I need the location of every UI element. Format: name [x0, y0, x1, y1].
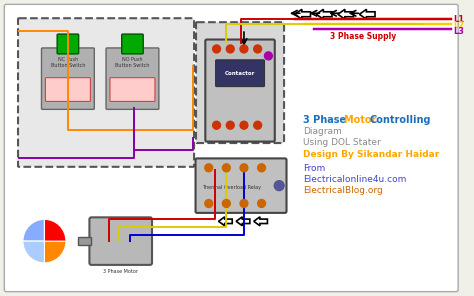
FancyArrow shape: [219, 217, 232, 226]
FancyBboxPatch shape: [216, 60, 264, 87]
Wedge shape: [23, 241, 45, 263]
Circle shape: [227, 45, 234, 53]
Text: Design By Sikandar Haidar: Design By Sikandar Haidar: [302, 150, 439, 159]
FancyBboxPatch shape: [106, 48, 159, 109]
Circle shape: [213, 45, 220, 53]
Circle shape: [222, 200, 230, 207]
FancyBboxPatch shape: [46, 78, 91, 102]
Text: Controlling: Controlling: [369, 115, 431, 125]
FancyBboxPatch shape: [205, 40, 275, 141]
FancyBboxPatch shape: [122, 34, 143, 54]
Text: NO Push
Button Switch: NO Push Button Switch: [115, 57, 150, 68]
Text: L1: L1: [453, 15, 465, 24]
Text: Using DOL Stater: Using DOL Stater: [302, 138, 381, 147]
Text: Electricalonline4u.com: Electricalonline4u.com: [302, 175, 406, 184]
FancyArrow shape: [295, 9, 310, 19]
FancyArrow shape: [254, 217, 267, 226]
Text: Motor: Motor: [344, 115, 380, 125]
Text: ElectricalBlog.org: ElectricalBlog.org: [302, 186, 383, 195]
Circle shape: [222, 164, 230, 172]
Text: L3: L3: [453, 27, 464, 36]
Text: Contactor: Contactor: [225, 71, 255, 76]
Wedge shape: [23, 241, 45, 263]
Circle shape: [213, 121, 220, 129]
Circle shape: [240, 164, 248, 172]
FancyBboxPatch shape: [196, 158, 286, 213]
FancyBboxPatch shape: [57, 34, 79, 54]
Text: From: From: [302, 164, 325, 173]
FancyBboxPatch shape: [4, 4, 458, 292]
FancyBboxPatch shape: [42, 48, 94, 109]
Wedge shape: [23, 219, 45, 241]
Circle shape: [240, 121, 248, 129]
FancyArrow shape: [359, 9, 375, 19]
Circle shape: [254, 45, 262, 53]
FancyArrow shape: [236, 217, 250, 226]
FancyBboxPatch shape: [90, 217, 152, 265]
FancyArrow shape: [316, 9, 332, 19]
Text: Thermal Overload Relay: Thermal Overload Relay: [202, 185, 261, 190]
Circle shape: [205, 164, 213, 172]
Text: L2: L2: [453, 21, 465, 30]
Circle shape: [254, 121, 262, 129]
Circle shape: [205, 200, 213, 207]
FancyArrow shape: [338, 9, 354, 19]
Text: 3 Phase Motor: 3 Phase Motor: [103, 269, 138, 274]
Wedge shape: [45, 241, 66, 263]
Circle shape: [258, 164, 265, 172]
Wedge shape: [45, 219, 66, 241]
Circle shape: [274, 181, 284, 191]
Circle shape: [227, 121, 234, 129]
Text: Diagram: Diagram: [302, 127, 341, 136]
Bar: [78, 237, 91, 245]
Text: 3 Phase Supply: 3 Phase Supply: [330, 32, 396, 41]
FancyBboxPatch shape: [196, 22, 284, 143]
Circle shape: [264, 52, 273, 60]
Text: NC Push
Button Switch: NC Push Button Switch: [51, 57, 85, 68]
FancyBboxPatch shape: [110, 78, 155, 102]
FancyBboxPatch shape: [18, 18, 194, 167]
Circle shape: [240, 45, 248, 53]
Circle shape: [240, 200, 248, 207]
Text: 3 Phase: 3 Phase: [302, 115, 349, 125]
Circle shape: [258, 200, 265, 207]
